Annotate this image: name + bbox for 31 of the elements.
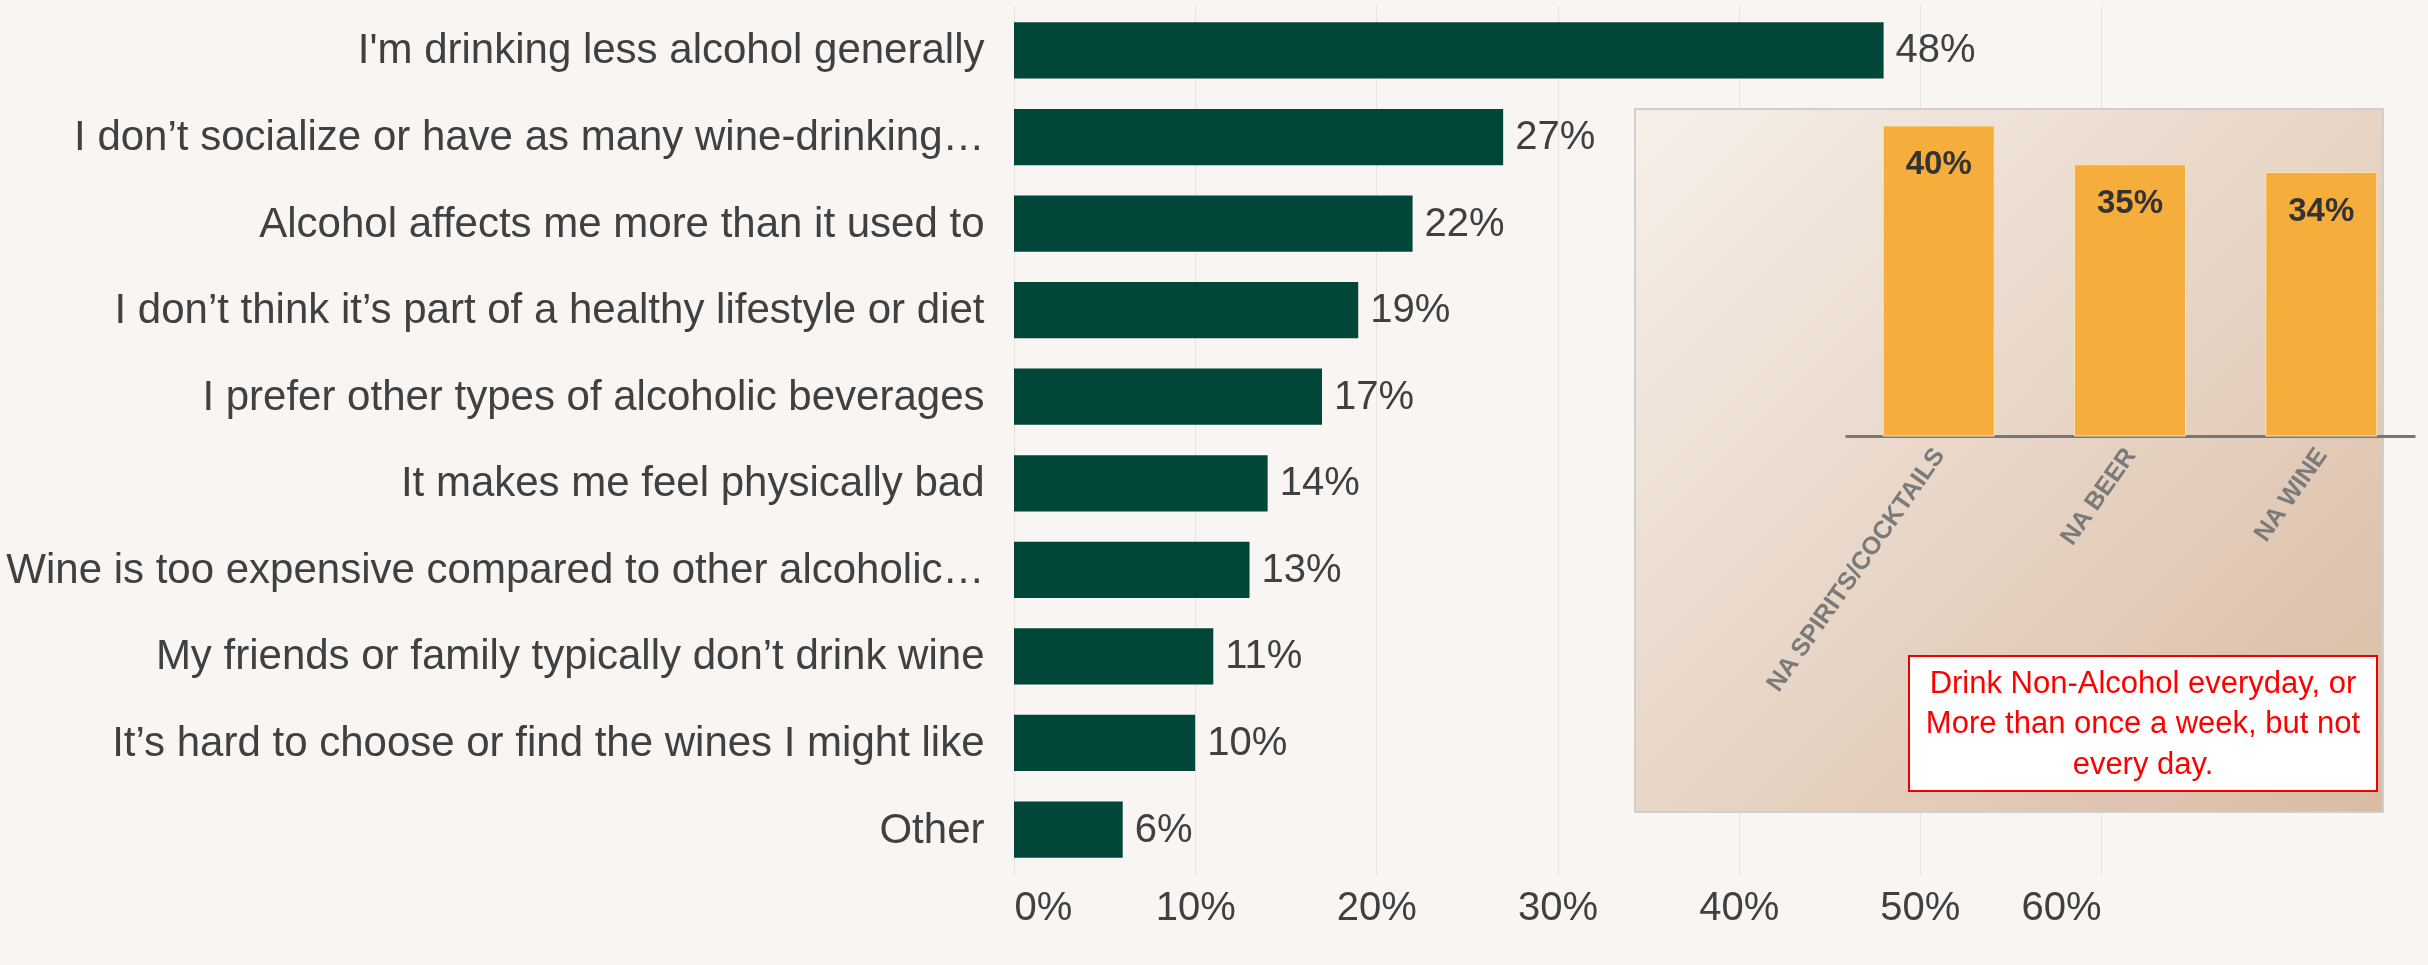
x-tick-label: 60% (2021, 883, 2102, 928)
y-tick-label: I prefer other types of alcoholic beverages (202, 371, 985, 419)
y-tick-label: Wine is too expensive compared to other alcoholic… (6, 544, 985, 592)
data-label: 35% (2096, 182, 2164, 220)
data-label: 17% (1333, 372, 1415, 417)
data-label: 22% (1424, 199, 1505, 244)
note-box: Drink Non-Alcohol everyday, or More than once a week, but not every day. (1908, 655, 2378, 792)
data-label: 10% (1207, 718, 1288, 763)
x-tick-label: 20% (1336, 883, 1417, 928)
y-tick-label: It makes me feel physically bad (400, 458, 985, 506)
x-tick-label: 50% (1880, 883, 1961, 928)
x-tick-label: 0% (1014, 883, 1073, 928)
x-tick-label: 30% (1517, 883, 1599, 928)
data-label: 19% (1370, 286, 1451, 331)
y-tick-label: Other (879, 804, 985, 852)
x-tick-label: 10% (1155, 883, 1236, 928)
x-tick-label: 40% (1699, 883, 1780, 928)
data-label: 40% (1905, 144, 1972, 181)
y-tick-label: It’s hard to choose or find the wines I might like (112, 717, 985, 765)
data-label: 6% (1134, 805, 1193, 850)
data-label: 14% (1279, 459, 1360, 504)
data-label: 27% (1515, 113, 1596, 158)
y-tick-label: I'm drinking less alcohol generally (357, 25, 985, 73)
data-label: 13% (1261, 545, 1342, 590)
y-tick-label: I don’t think it’s part of a healthy lifestyle or diet (114, 285, 985, 333)
data-label: 34% (2288, 190, 2355, 228)
y-tick-label: Alcohol affects me more than it used to (259, 198, 985, 246)
data-label: 48% (1895, 26, 1976, 71)
y-tick-label: My friends or family typically don’t drink wine (155, 631, 985, 679)
y-tick-label: I don’t socialize or have as many wine-drinking… (74, 112, 985, 160)
data-label: 11% (1225, 632, 1303, 677)
